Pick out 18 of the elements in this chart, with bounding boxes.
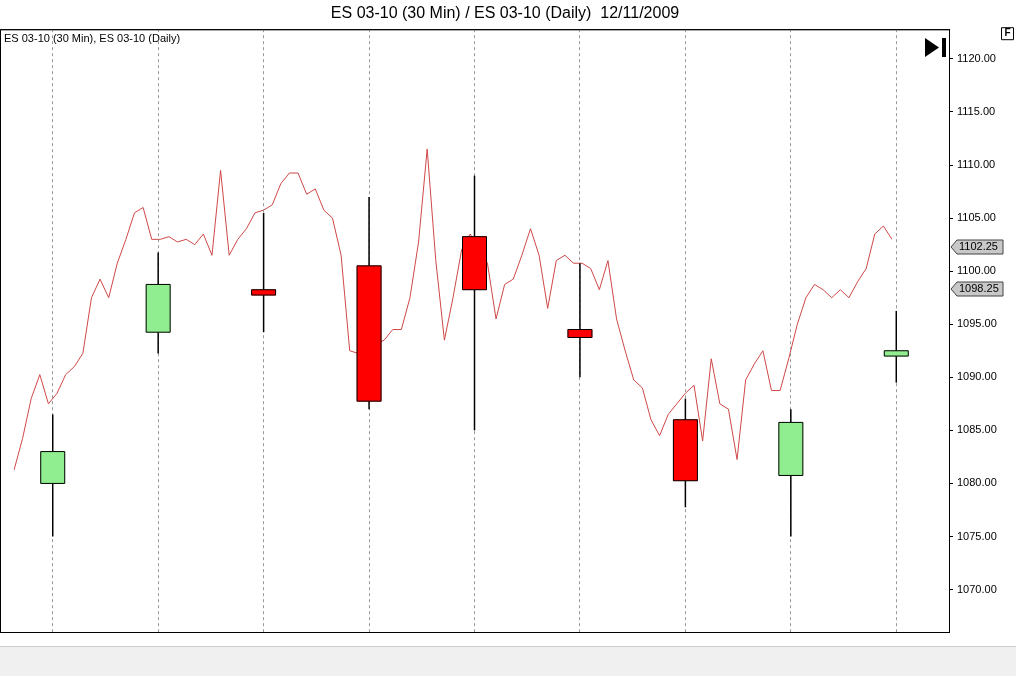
y-tick-label: 1115.00 <box>957 105 996 118</box>
candlestick <box>883 310 909 384</box>
y-tick-label: 1105.00 <box>957 211 996 224</box>
y-tick-label: 1070.00 <box>957 582 997 595</box>
text: F <box>1004 27 1011 39</box>
y-tick-label: 1120.00 <box>957 51 996 64</box>
y-tick-label: 1090.00 <box>957 370 997 383</box>
y-tick-label: 1100.00 <box>957 264 996 277</box>
y-tick-label: 1095.00 <box>957 317 997 330</box>
text: 1102.25 <box>959 240 998 253</box>
y-tick-label: 1110.00 <box>957 158 996 171</box>
chart-title: ES 03-10 (30 Min) / ES 03-10 (Daily) 12/11/2009 <box>330 4 680 22</box>
y-tick-label: 1075.00 <box>957 529 997 542</box>
candlestick <box>567 262 593 379</box>
y-tick-label: 1080.00 <box>957 476 997 489</box>
annotation: ES 03-10 (30 Min), ES 03-10 (Daily) <box>4 31 181 44</box>
text: 1098.25 <box>959 282 999 295</box>
y-tick-label: 1085.00 <box>957 423 997 436</box>
